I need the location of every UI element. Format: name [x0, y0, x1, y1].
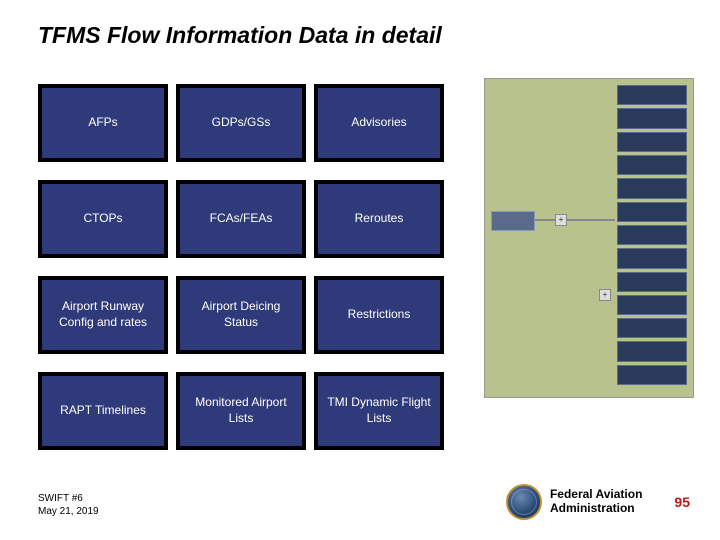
diagram-connector: [535, 219, 555, 221]
diagram-expand-icon: +: [555, 214, 567, 226]
grid-cell: Advisories: [314, 84, 444, 162]
org-name: Federal Aviation Administration: [550, 488, 642, 516]
grid-cell-label: GDPs/GSs: [180, 88, 302, 158]
grid-cell-label: AFPs: [42, 88, 164, 158]
diagram-node: [617, 132, 687, 152]
grid-cell: CTOPs: [38, 180, 168, 258]
diagram-node: [617, 108, 687, 128]
grid-cell-label: CTOPs: [42, 184, 164, 254]
diagram-expand-icon: +: [599, 289, 611, 301]
grid-cell-label: Advisories: [318, 88, 440, 158]
grid-cell: Monitored Airport Lists: [176, 372, 306, 450]
grid-cell: AFPs: [38, 84, 168, 162]
diagram-node: [491, 211, 535, 231]
grid-cell: FCAs/FEAs: [176, 180, 306, 258]
diagram-node: [617, 202, 687, 222]
diagram-node: [617, 85, 687, 105]
diagram-node: [617, 272, 687, 292]
diagram-node: [617, 318, 687, 338]
faa-seal-icon: [506, 484, 542, 520]
grid-cell: Restrictions: [314, 276, 444, 354]
footer-left: SWIFT #6 May 21, 2019: [38, 492, 99, 518]
grid-cell: GDPs/GSs: [176, 84, 306, 162]
diagram-node: [617, 248, 687, 268]
grid-cell-label: Reroutes: [318, 184, 440, 254]
diagram-node: [617, 225, 687, 245]
grid-cell-label: RAPT Timelines: [42, 376, 164, 446]
slide: TFMS Flow Information Data in detail AFP…: [0, 0, 720, 540]
doc-date: May 21, 2019: [38, 505, 99, 518]
grid-cell: Reroutes: [314, 180, 444, 258]
org-line2: Administration: [550, 502, 642, 516]
diagram-node: [617, 178, 687, 198]
page-number: 95: [674, 494, 690, 510]
grid-cell: Airport Runway Config and rates: [38, 276, 168, 354]
grid-cell-label: Airport Deicing Status: [180, 280, 302, 350]
diagram-node: [617, 155, 687, 175]
grid-cell: RAPT Timelines: [38, 372, 168, 450]
org-line1: Federal Aviation: [550, 488, 642, 502]
diagram-node: [617, 341, 687, 361]
doc-id: SWIFT #6: [38, 492, 99, 505]
grid-cell-label: TMI Dynamic Flight Lists: [318, 376, 440, 446]
data-grid: AFPs GDPs/GSs Advisories CTOPs FCAs/FEAs…: [38, 84, 446, 450]
grid-cell-label: Monitored Airport Lists: [180, 376, 302, 446]
footer-right: Federal Aviation Administration 95: [506, 484, 690, 520]
grid-cell-label: Restrictions: [318, 280, 440, 350]
diagram-thumbnail: + +: [484, 78, 694, 398]
page-title: TFMS Flow Information Data in detail: [38, 22, 442, 49]
grid-cell: TMI Dynamic Flight Lists: [314, 372, 444, 450]
grid-cell: Airport Deicing Status: [176, 276, 306, 354]
grid-cell-label: FCAs/FEAs: [180, 184, 302, 254]
diagram-node: [617, 365, 687, 385]
diagram-node: [617, 295, 687, 315]
grid-cell-label: Airport Runway Config and rates: [42, 280, 164, 350]
diagram-node-column: [617, 85, 687, 385]
diagram-connector: [567, 219, 615, 221]
